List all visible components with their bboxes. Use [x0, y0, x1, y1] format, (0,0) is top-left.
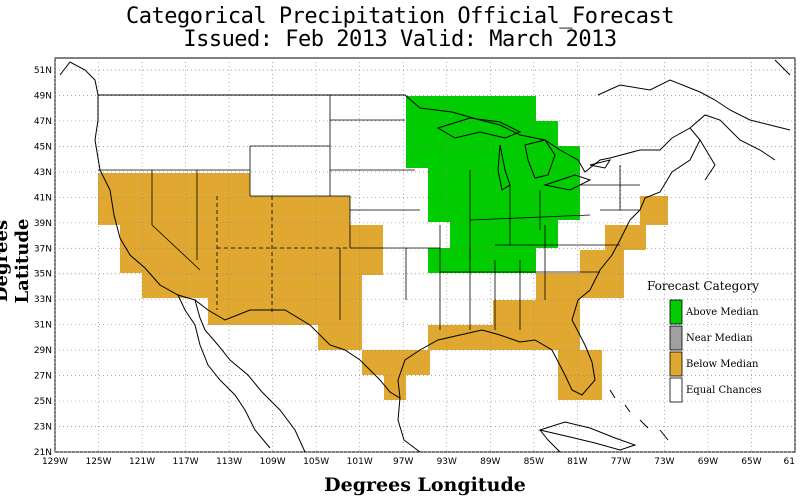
map-title-line2: Issued: Feb 2013 Valid: March 2013: [183, 27, 617, 52]
legend-swatch: [669, 325, 683, 351]
longitude-tick-label: 101W: [347, 457, 373, 467]
longitude-tick-label: 81W: [567, 457, 587, 467]
longitude-tick-label: 117W: [173, 457, 199, 467]
longitude-tick-label: 125W: [85, 457, 111, 467]
longitude-tick-label: 93W: [437, 457, 457, 467]
latitude-tick-label: 43N: [34, 168, 52, 178]
cuba: [538, 421, 637, 451]
geography-outlines: [59, 59, 791, 453]
latitude-tick-label: 33N: [34, 295, 52, 305]
longitude-tick-label: 109W: [260, 457, 286, 467]
longitude-tick-label: 69W: [698, 457, 718, 467]
longitude-tick-label: 97W: [393, 457, 413, 467]
legend-label: Near Median: [686, 333, 753, 344]
longitude-tick-label: 65W: [741, 457, 761, 467]
longitude-tick-label: 129W: [42, 457, 68, 467]
latitude-tick-label: 25N: [34, 397, 52, 407]
longitude-tick-label: 105W: [303, 457, 329, 467]
latitude-tick-label: 29N: [34, 346, 52, 356]
longitude-tick-label: 61: [784, 457, 795, 467]
latitude-tick-label: 41N: [34, 193, 52, 203]
longitude-tick-label: 113W: [216, 457, 242, 467]
latitude-tick-label: 21N: [34, 448, 52, 458]
latitude-tick-label: 39N: [34, 219, 52, 229]
below-median-texas-area: [318, 196, 668, 400]
legend-title: Forecast Category: [647, 279, 759, 293]
state-boundaries: [98, 95, 640, 330]
legend-swatch: [669, 299, 683, 325]
longitude-tick-labels: 129W 125W 121W 117W 113W 109W 105W 101W 97W 93W 89…: [42, 457, 795, 467]
latitude-tick-labels: 51N 49N 47N 45N 43N 41N 39N 37N 35N 33N 31N 29N 27N 2…: [34, 66, 52, 458]
latitude-tick-label: 23N: [34, 423, 52, 433]
legend-label: Equal Chances: [686, 385, 762, 396]
longitude-tick-label: 89W: [480, 457, 500, 467]
latitude-tick-label: 45N: [34, 142, 52, 152]
mexico-coast: [177, 294, 306, 453]
below-median-areas: [98, 173, 668, 400]
above-median-midwest-area: [406, 96, 580, 273]
longitude-tick-label: 85W: [524, 457, 544, 467]
canada-coast: [59, 59, 791, 181]
longitude-tick-label: 77W: [611, 457, 631, 467]
bahamas: [609, 389, 669, 441]
latitude-tick-label: 47N: [34, 117, 52, 127]
latitude-tick-label: 51N: [34, 66, 52, 76]
latitude-tick-label: 27N: [34, 372, 52, 382]
map-title-line1: Categorical Precipitation Official_Forec…: [125, 4, 675, 29]
latitude-tick-label: 49N: [34, 91, 52, 101]
below-median-west-area: [98, 173, 383, 350]
legend-swatch: [669, 377, 683, 403]
legend-label: Above Median: [685, 307, 759, 318]
above-median-areas: [406, 96, 580, 273]
legend-swatch: [669, 351, 683, 377]
legend: Forecast Category Above Median Near Media…: [647, 279, 762, 403]
x-axis-label: Degrees Longitude: [324, 474, 526, 496]
longitude-tick-label: 73W: [654, 457, 674, 467]
legend-label: Below Median: [686, 359, 759, 370]
gulf-mexico-coast: [397, 397, 561, 453]
longitude-tick-label: 121W: [129, 457, 155, 467]
us-outline: [94, 94, 701, 399]
latitude-tick-label: 35N: [34, 270, 52, 280]
latitude-tick-label: 37N: [34, 244, 52, 254]
great-lakes: [436, 117, 612, 191]
latitude-tick-label: 31N: [34, 321, 52, 331]
